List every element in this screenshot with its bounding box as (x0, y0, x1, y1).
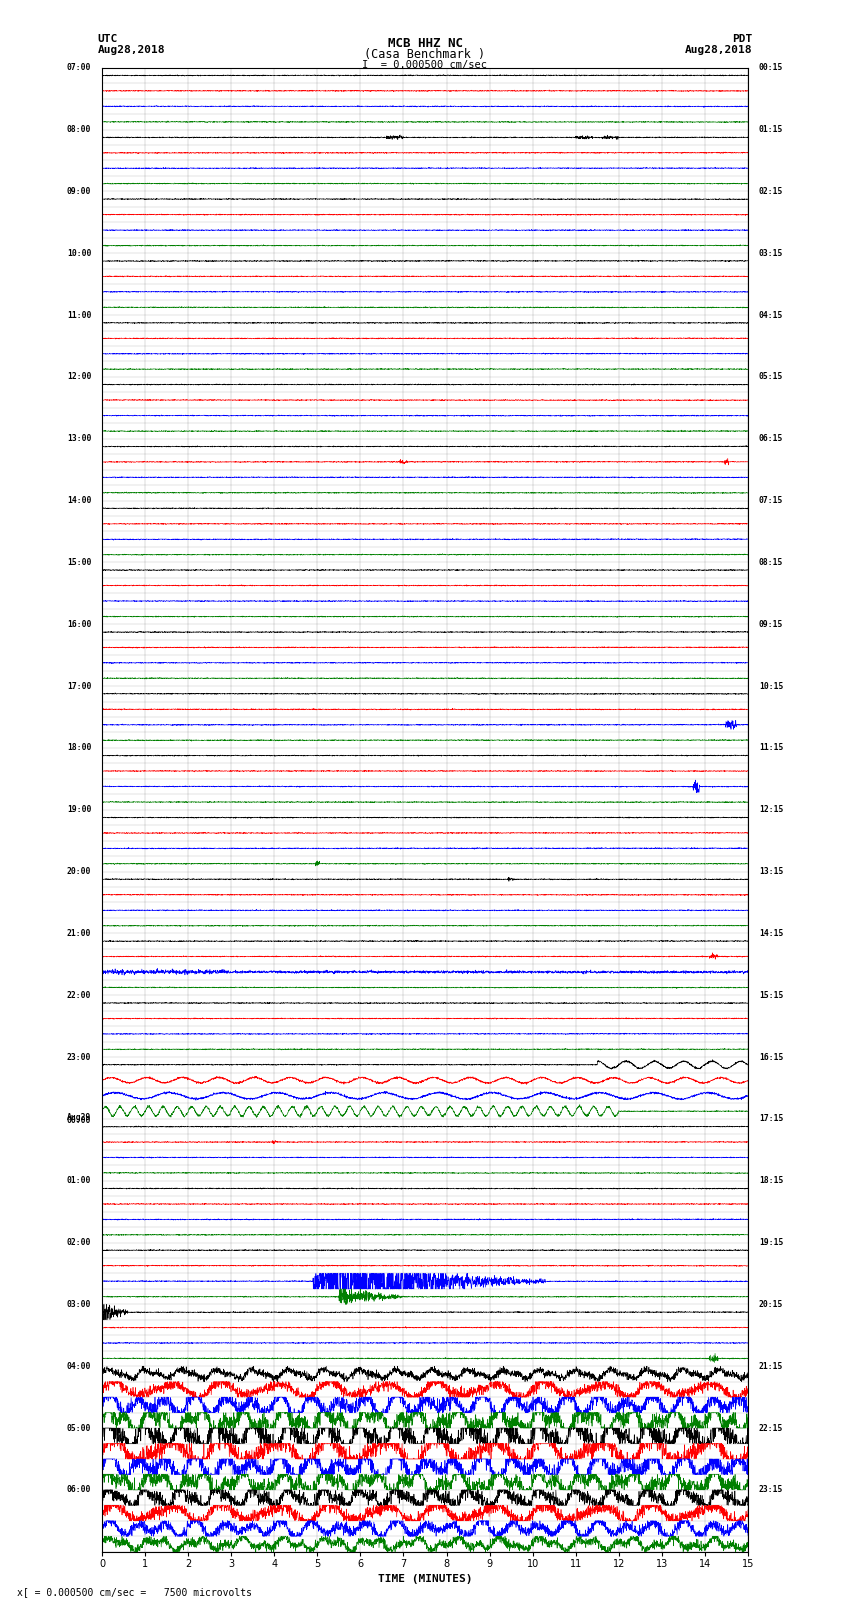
Text: 02:00: 02:00 (67, 1239, 91, 1247)
Text: 12:15: 12:15 (759, 805, 783, 815)
Text: 19:00: 19:00 (67, 805, 91, 815)
Text: 23:15: 23:15 (759, 1486, 783, 1494)
Text: 23:00: 23:00 (67, 1053, 91, 1061)
Text: 00:00: 00:00 (67, 1116, 91, 1126)
Text: 18:00: 18:00 (67, 744, 91, 752)
Text: 20:15: 20:15 (759, 1300, 783, 1308)
Text: 05:00: 05:00 (67, 1424, 91, 1432)
Text: 02:15: 02:15 (759, 187, 783, 195)
Text: 17:15: 17:15 (759, 1115, 783, 1123)
Text: Aug29: Aug29 (67, 1113, 91, 1121)
Text: 07:00: 07:00 (67, 63, 91, 73)
Text: 22:00: 22:00 (67, 990, 91, 1000)
Text: 04:00: 04:00 (67, 1361, 91, 1371)
Text: Aug28,2018: Aug28,2018 (98, 45, 165, 55)
Text: I  = 0.000500 cm/sec: I = 0.000500 cm/sec (362, 60, 488, 69)
Text: 05:15: 05:15 (759, 373, 783, 381)
Text: 18:15: 18:15 (759, 1176, 783, 1186)
Text: 14:00: 14:00 (67, 497, 91, 505)
Text: (Casa Benchmark ): (Casa Benchmark ) (365, 48, 485, 61)
Text: UTC: UTC (98, 34, 118, 44)
Text: 01:00: 01:00 (67, 1176, 91, 1186)
Text: MCB HHZ NC: MCB HHZ NC (388, 37, 462, 50)
Text: 17:00: 17:00 (67, 682, 91, 690)
Text: Aug28,2018: Aug28,2018 (685, 45, 752, 55)
Text: 03:15: 03:15 (759, 248, 783, 258)
Text: 07:15: 07:15 (759, 497, 783, 505)
Text: 21:00: 21:00 (67, 929, 91, 937)
Text: 21:15: 21:15 (759, 1361, 783, 1371)
Text: 16:15: 16:15 (759, 1053, 783, 1061)
Text: 19:15: 19:15 (759, 1239, 783, 1247)
Text: 10:00: 10:00 (67, 248, 91, 258)
Text: 11:15: 11:15 (759, 744, 783, 752)
Text: 06:00: 06:00 (67, 1486, 91, 1494)
Text: 16:00: 16:00 (67, 619, 91, 629)
X-axis label: TIME (MINUTES): TIME (MINUTES) (377, 1574, 473, 1584)
Text: 13:15: 13:15 (759, 868, 783, 876)
Text: 13:00: 13:00 (67, 434, 91, 444)
Text: 12:00: 12:00 (67, 373, 91, 381)
Text: 00:15: 00:15 (759, 63, 783, 73)
Text: 09:15: 09:15 (759, 619, 783, 629)
Text: 09:00: 09:00 (67, 187, 91, 195)
Text: 06:15: 06:15 (759, 434, 783, 444)
Text: x[ = 0.000500 cm/sec =   7500 microvolts: x[ = 0.000500 cm/sec = 7500 microvolts (17, 1587, 252, 1597)
Text: 08:00: 08:00 (67, 126, 91, 134)
Text: 22:15: 22:15 (759, 1424, 783, 1432)
Text: 20:00: 20:00 (67, 868, 91, 876)
Text: PDT: PDT (732, 34, 752, 44)
Text: 15:00: 15:00 (67, 558, 91, 566)
Text: 15:15: 15:15 (759, 990, 783, 1000)
Text: 10:15: 10:15 (759, 682, 783, 690)
Text: 08:15: 08:15 (759, 558, 783, 566)
Text: 11:00: 11:00 (67, 311, 91, 319)
Text: 04:15: 04:15 (759, 311, 783, 319)
Text: 01:15: 01:15 (759, 126, 783, 134)
Text: 14:15: 14:15 (759, 929, 783, 937)
Text: 03:00: 03:00 (67, 1300, 91, 1308)
